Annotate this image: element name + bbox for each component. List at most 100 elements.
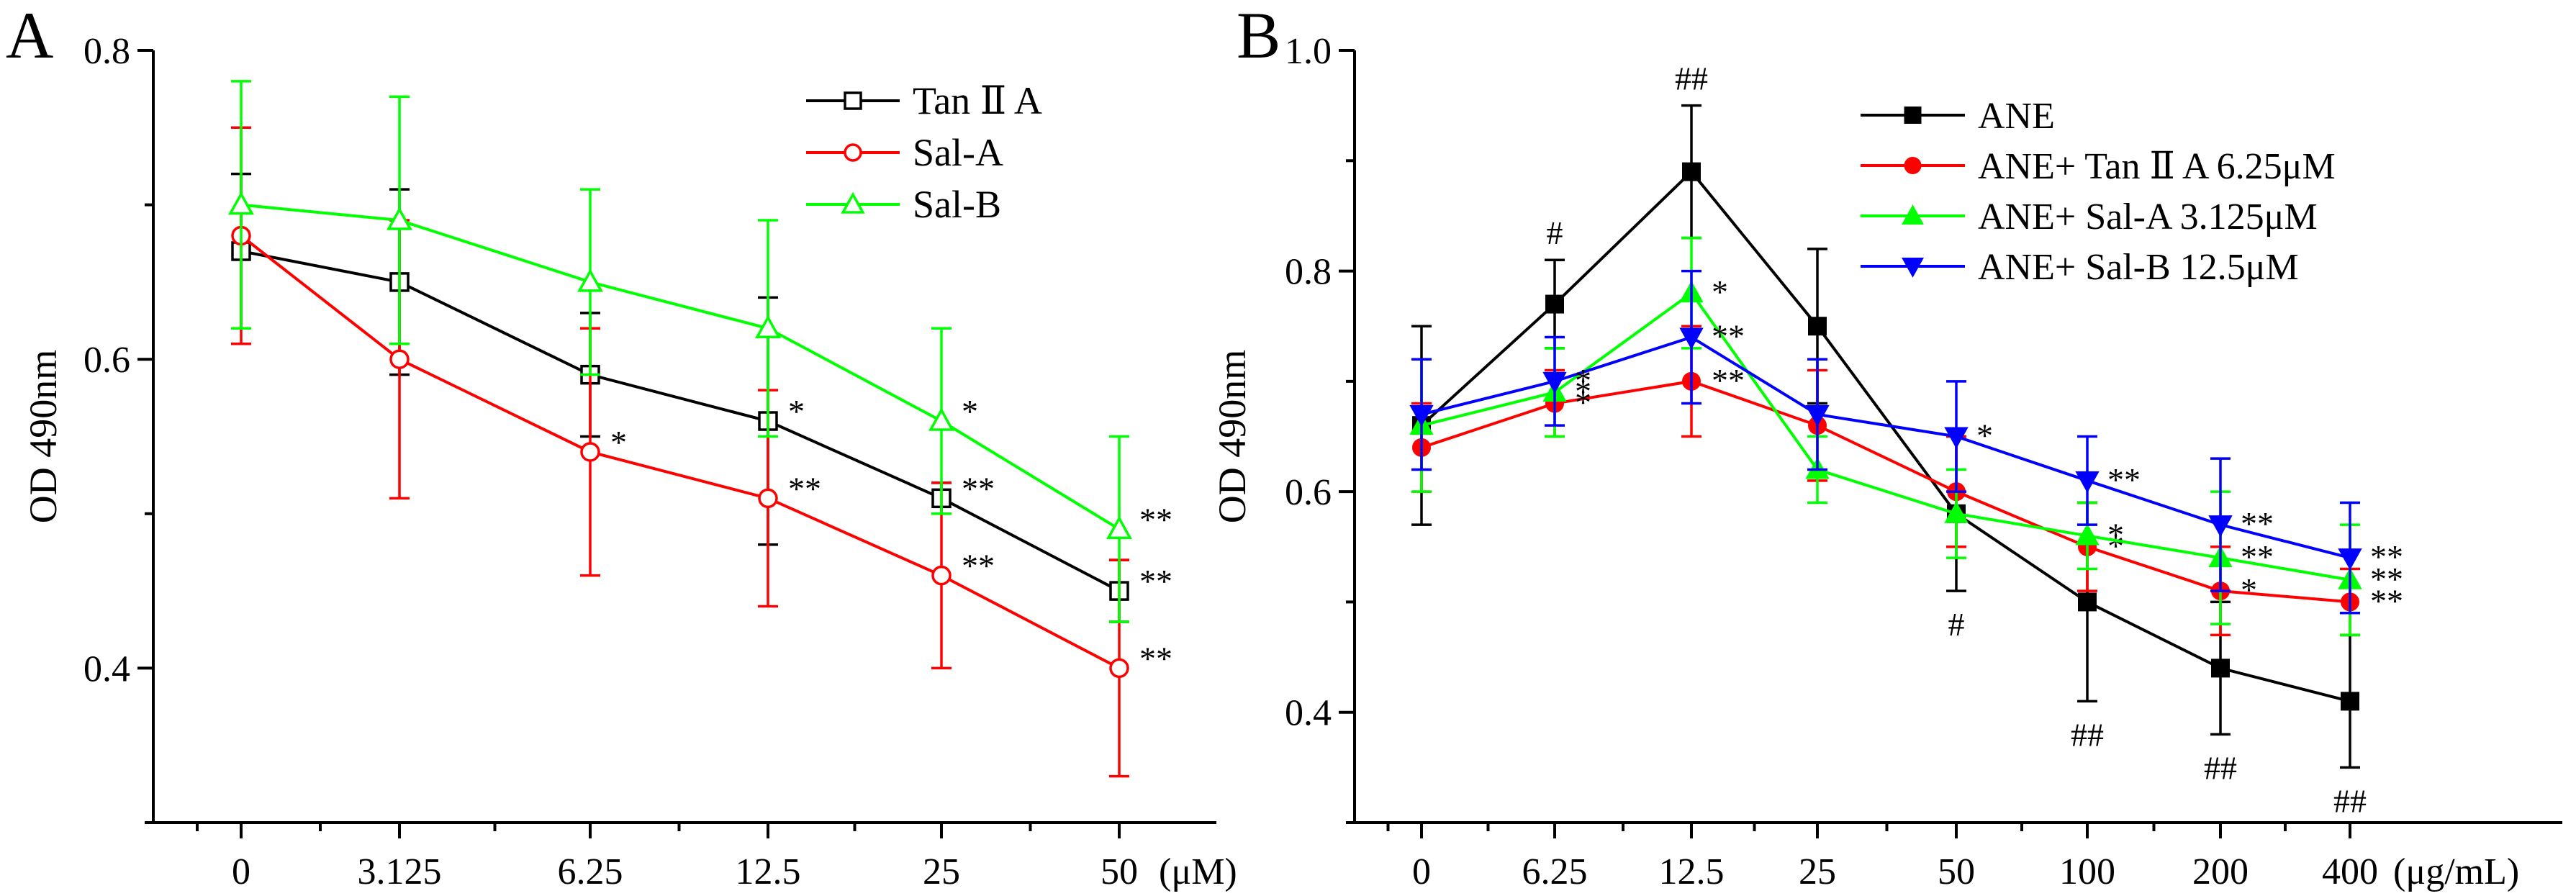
y-axis-label: OD 490nm [22, 350, 65, 524]
chart-panel-a: 0.4 0.6 0.8 0 3.125 6.25 12.5 25 50 (μM) OD 490nm A… [6, 0, 1237, 892]
series-ane-sal-a-3-125-m: *******ANE+ Sal-A 3.125μM [1409, 196, 2403, 637]
series-sal-b: ***Sal-B [228, 80, 1172, 623]
series-ane-sal-b-12-5-m: **********ANE+ Sal-B 12.5μM [1409, 247, 2403, 615]
legend-label: Sal-B [913, 183, 1001, 226]
significance-label: ## [1675, 60, 1708, 97]
significance-label: * [1712, 273, 1728, 310]
series-line [240, 250, 1120, 592]
significance-label: * [962, 393, 978, 430]
y-tick-label: 0.8 [1285, 252, 1332, 293]
significance-label: ** [1139, 501, 1172, 538]
data-point [928, 407, 954, 431]
series-line [240, 234, 1120, 670]
significance-label: ** [788, 470, 821, 507]
significance-label: * [2107, 516, 2124, 553]
data-point [1805, 404, 1830, 427]
legend-label: ANE+ Sal-B 12.5μM [1978, 247, 2299, 288]
legend-marker [1904, 107, 1922, 124]
legend-marker [1902, 204, 1924, 225]
x-tick-label: 50 [1938, 851, 1975, 892]
x-axis-unit: (μM) [1159, 851, 1237, 892]
x-axis-unit: (μg/mL) [2393, 851, 2519, 892]
significance-label: * [1575, 362, 1591, 399]
data-point [580, 442, 600, 462]
legend-marker [844, 143, 862, 162]
data-point [2211, 659, 2230, 678]
significance-label: ** [2241, 505, 2274, 542]
legend-label: ANE [1978, 96, 2055, 137]
significance-label: ** [2241, 538, 2274, 575]
series-tan-a: *****Tan Ⅱ A [231, 79, 1172, 623]
data-point [2075, 523, 2100, 546]
series-ane: ##########ANE [1411, 60, 2367, 819]
legend-label: Sal-A [913, 131, 1003, 174]
significance-label: * [1976, 417, 1993, 454]
legend-marker [844, 91, 862, 110]
significance-label: * [788, 393, 805, 430]
significance-label: ** [2370, 561, 2403, 597]
x-tick-label: 25 [1799, 851, 1836, 892]
significance-label: ** [962, 470, 995, 507]
chart-panel-b: 0.4 0.6 0.8 1.0 0 6.25 12.5 25 50 100 200 400 (μg/mL… [1211, 0, 2562, 892]
significance-label: # [1547, 214, 1563, 251]
significance-label: ** [2107, 461, 2141, 498]
panel-label: B [1237, 0, 1280, 72]
data-point [2078, 592, 2097, 612]
legend-label: ANE+ Tan Ⅱ A 6.25μM [1978, 146, 2336, 187]
x-tick-label: 50 [1101, 851, 1138, 892]
data-point [1944, 501, 1969, 523]
significance-label: ** [1139, 640, 1172, 676]
x-tick-label: 25 [923, 851, 960, 892]
significance-label: ** [2370, 582, 2403, 619]
y-tick-label: 0.6 [83, 340, 130, 381]
significance-label: # [1948, 606, 1965, 643]
data-point [931, 565, 952, 586]
legend-marker [1902, 258, 1924, 278]
data-point [1106, 515, 1132, 540]
y-tick-label: 1.0 [1285, 31, 1332, 72]
series-line [1421, 335, 2351, 560]
data-point [389, 349, 410, 369]
x-tick-label: 12.5 [736, 851, 801, 892]
x-tick-label: 400 [2322, 851, 2378, 892]
legend-label: Tan Ⅱ A [913, 79, 1042, 122]
significance-label: ** [2370, 538, 2403, 575]
data-point [577, 268, 603, 292]
y-tick-label: 0.8 [83, 31, 130, 72]
data-point [1542, 371, 1567, 394]
data-point [2341, 692, 2359, 711]
x-tick-label: 100 [2059, 851, 2115, 892]
data-point [2075, 471, 2100, 493]
significance-label: * [1575, 384, 1591, 421]
significance-label: ## [2071, 716, 2104, 753]
significance-label: ** [962, 548, 995, 584]
data-point [1109, 658, 1129, 679]
significance-label: * [2107, 528, 2124, 564]
y-tick-label: 0.6 [1285, 472, 1332, 513]
y-tick-label: 0.4 [83, 648, 130, 689]
significance-label: * [1575, 373, 1591, 409]
data-point [758, 488, 778, 509]
significance-label: * [610, 424, 627, 461]
data-point [1409, 404, 1434, 427]
x-tick-label: 6.25 [1522, 851, 1588, 892]
series-line [1421, 291, 2351, 582]
data-point [1682, 162, 1701, 181]
data-point [1944, 427, 1969, 449]
significance-label: ## [2333, 782, 2367, 819]
data-point [755, 314, 781, 339]
data-point [228, 191, 254, 215]
series-line [1421, 379, 2351, 604]
data-point [387, 207, 412, 230]
series-line [240, 203, 1121, 530]
series-sal-a: *******Sal-A [231, 126, 1172, 778]
panel-label: A [6, 0, 53, 72]
data-point [2208, 515, 2233, 538]
x-tick-label: 0 [1412, 851, 1431, 892]
legend-label: ANE+ Sal-A 3.125μM [1978, 196, 2318, 237]
series-ane-tan-a-6-25-m: ***** **ANE+ Tan Ⅱ A 6.25μM [1411, 146, 2403, 637]
data-point [1808, 317, 1827, 336]
y-axis-label: OD 490nm [1211, 350, 1254, 524]
significance-label: ** [1139, 563, 1172, 599]
